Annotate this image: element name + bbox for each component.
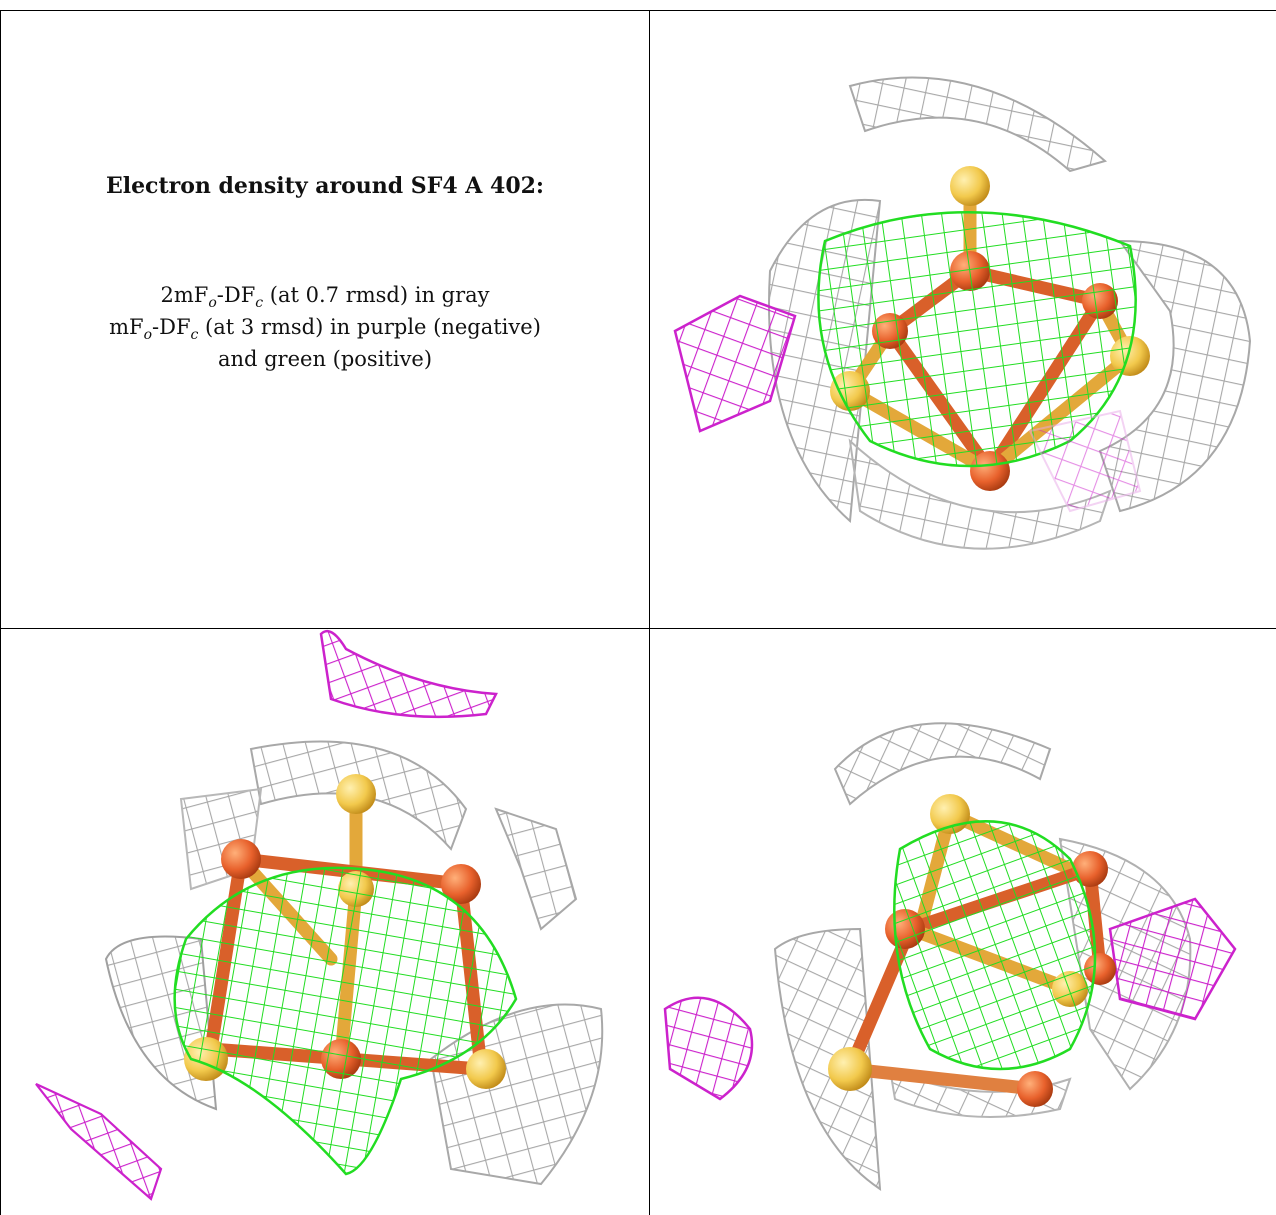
density-view-1	[650, 11, 1276, 628]
table-left-rule	[0, 10, 1, 1215]
density-view-2	[1, 629, 649, 1215]
caption-title: Electron density around SF4 A 402:	[105, 173, 545, 199]
purple-mesh-icon	[1108, 897, 1237, 1021]
purple-mesh-icon	[673, 294, 797, 433]
density-view-3	[650, 629, 1276, 1215]
green-mesh-icon	[893, 820, 1097, 1071]
caption-line-colors: and green (positive)	[217, 347, 433, 371]
table-top-rule	[0, 10, 1276, 11]
caption-line-difference: mFo-DFc (at 3 rmsd) in purple (negative)	[109, 315, 541, 344]
caption-line-gray: 2mFo-DFc (at 0.7 rmsd) in gray	[160, 283, 490, 312]
green-mesh-icon	[173, 866, 518, 1176]
gray-mesh-icon	[833, 722, 1052, 806]
table-middle-rule	[0, 628, 1276, 629]
purple-mesh-icon	[319, 629, 498, 719]
table-center-rule	[649, 10, 650, 1215]
caption-cell: Electron density around SF4 A 402: 2mFo-…	[1, 11, 649, 628]
gray-mesh-icon	[848, 76, 1108, 173]
